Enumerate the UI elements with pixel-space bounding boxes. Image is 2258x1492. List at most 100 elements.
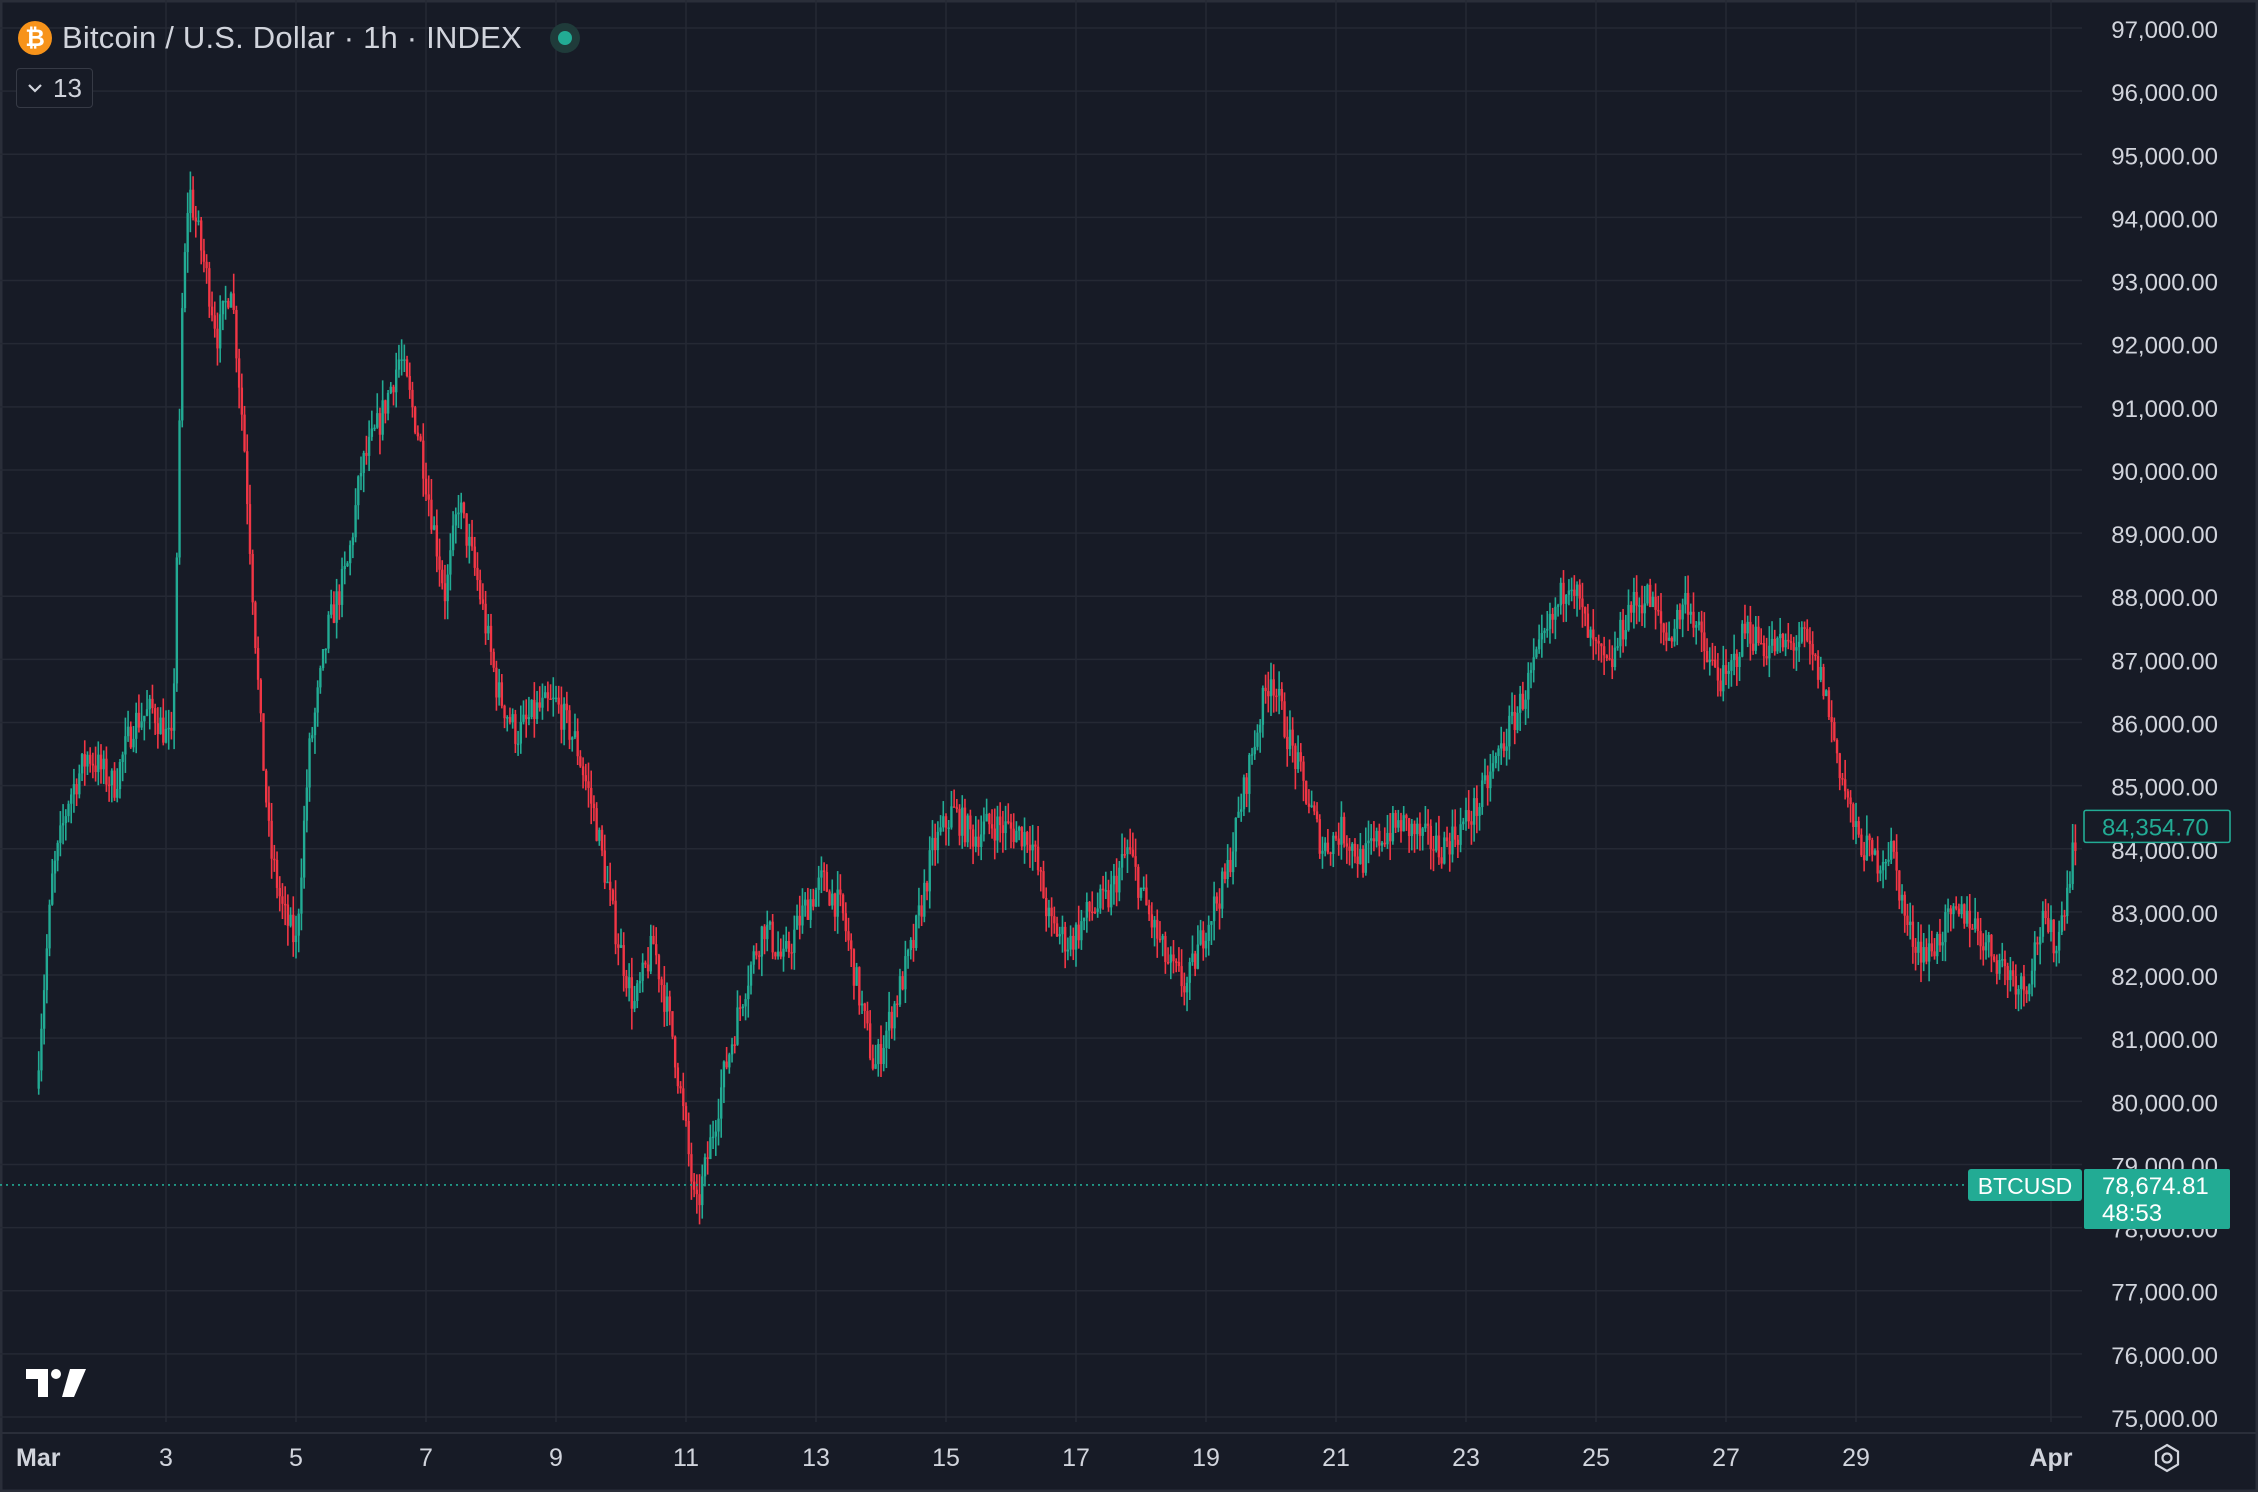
candle-body xyxy=(1326,842,1330,853)
candle-body xyxy=(281,896,284,904)
candle-body xyxy=(275,859,279,888)
candle-body xyxy=(216,328,219,349)
candle-body xyxy=(248,504,252,554)
candle-body xyxy=(2009,970,2012,981)
candle-body xyxy=(863,1003,866,1011)
tradingview-logo[interactable] xyxy=(26,1365,88,1404)
candle-body xyxy=(1841,778,1844,780)
candle-body xyxy=(1825,690,1828,696)
candle-body xyxy=(1345,843,1349,847)
candle-body xyxy=(738,1007,742,1009)
candle-body xyxy=(484,603,487,634)
candle-body xyxy=(1992,956,1996,961)
candle-body xyxy=(1711,659,1714,662)
candle-body xyxy=(1353,843,1357,857)
candle-body xyxy=(673,1036,677,1068)
candle-body xyxy=(1472,798,1476,825)
candle-body xyxy=(175,557,179,684)
gear-icon[interactable] xyxy=(2151,1442,2183,1479)
candle-body xyxy=(240,387,244,415)
candle-body xyxy=(2063,915,2066,917)
candle-body xyxy=(638,980,642,984)
candle-body xyxy=(235,309,238,359)
candle-body xyxy=(1342,816,1346,844)
candle-body xyxy=(525,714,528,720)
candle-body xyxy=(1337,838,1340,845)
candle-body xyxy=(116,788,119,798)
candle-body xyxy=(181,308,184,421)
candle-body xyxy=(478,580,482,600)
candle-body xyxy=(1757,626,1760,644)
x-axis-tick-label: 25 xyxy=(1582,1444,1610,1472)
candle-body xyxy=(760,926,764,957)
indicators-toggle-button[interactable]: 13 xyxy=(16,68,93,108)
candle-body xyxy=(80,754,84,774)
candle-body xyxy=(982,821,986,835)
candle-body xyxy=(167,727,170,730)
price-line-tag xyxy=(1968,1168,2082,1201)
candle-body xyxy=(1822,666,1825,696)
y-axis-tick-label: 75,000.00 xyxy=(2111,1406,2218,1433)
candle-body xyxy=(576,731,579,757)
symbol-legend[interactable]: ₿ Bitcoin / U.S. Dollar · 1h · INDEX xyxy=(18,16,580,60)
candle-body xyxy=(887,1011,891,1031)
candle-body xyxy=(1372,838,1376,842)
market-status-icon[interactable] xyxy=(549,23,580,53)
symbol-title[interactable]: Bitcoin / U.S. Dollar · 1h · INDEX xyxy=(62,20,522,55)
candle-body xyxy=(1142,887,1145,890)
candle-body xyxy=(725,1061,728,1068)
candle-body xyxy=(1388,832,1392,842)
candle-body xyxy=(1868,835,1871,841)
candle-body xyxy=(243,414,246,452)
candle-body xyxy=(48,904,51,949)
candle-body xyxy=(1172,954,1175,962)
candle-body xyxy=(1670,637,1674,642)
candle-body xyxy=(928,850,931,892)
candle-body xyxy=(1738,656,1741,668)
candle-body xyxy=(1288,729,1292,750)
current-price-label xyxy=(2084,1168,2230,1229)
candle-body xyxy=(779,951,782,957)
candle-body xyxy=(400,359,403,361)
candle-body xyxy=(2006,966,2009,981)
candle-body xyxy=(1521,693,1525,709)
candle-body xyxy=(42,990,46,1029)
candle-body xyxy=(1080,921,1083,941)
candle-body xyxy=(2060,915,2064,932)
candle-body xyxy=(64,816,67,824)
candle-body xyxy=(1938,933,1942,946)
candle-body xyxy=(384,400,387,414)
candle-body xyxy=(2033,942,2036,971)
candle-body xyxy=(1881,861,1885,871)
candle-body xyxy=(137,712,141,728)
candle-body xyxy=(302,820,306,878)
y-axis-tick-label: 96,000.00 xyxy=(2111,80,2218,107)
candle-body xyxy=(1535,649,1538,658)
candle-body xyxy=(1399,820,1403,832)
candle-body xyxy=(1093,911,1097,914)
candle-body xyxy=(1310,805,1313,807)
candle-body xyxy=(625,975,628,989)
candle-body xyxy=(747,985,750,1000)
candle-body xyxy=(519,721,522,744)
candle-body xyxy=(148,698,151,710)
candle-body xyxy=(389,386,392,393)
candle-body xyxy=(1253,746,1256,755)
candle-body xyxy=(1397,820,1400,828)
candle-body xyxy=(1234,817,1237,852)
candle-body xyxy=(1784,639,1787,648)
x-axis-tick-label: 27 xyxy=(1712,1444,1740,1472)
candle-body xyxy=(990,824,994,829)
candle-body xyxy=(405,359,409,377)
candle-body xyxy=(151,698,154,709)
candle-body xyxy=(1911,921,1915,947)
candle-body xyxy=(1188,962,1191,983)
candle-body xyxy=(1272,679,1275,696)
candle-body xyxy=(1765,656,1768,659)
y-axis-tick-label: 76,000.00 xyxy=(2111,1343,2218,1370)
candle-body xyxy=(527,717,531,720)
candle-body xyxy=(1139,887,1143,898)
candle-body xyxy=(457,512,460,515)
